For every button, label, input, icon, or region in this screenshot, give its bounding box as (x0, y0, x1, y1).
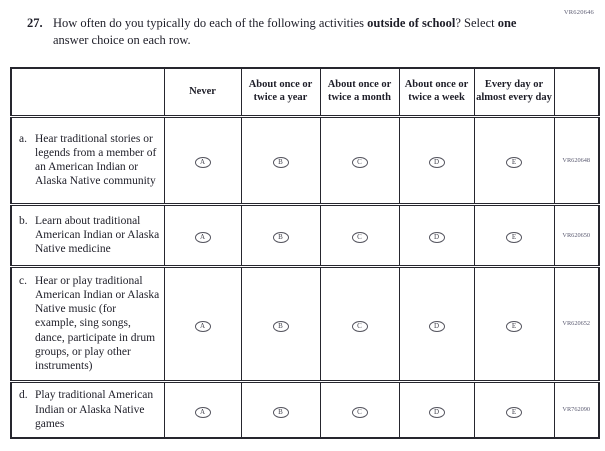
row-text: Play traditional American Indian or Alas… (35, 389, 154, 430)
answer-bubble-e[interactable]: E (506, 406, 522, 418)
choice-cell-year: B (240, 379, 320, 438)
answer-bubble-a[interactable]: A (194, 157, 211, 168)
choice-cell-month: C (319, 264, 399, 381)
answer-bubble-c[interactable]: C (351, 232, 368, 243)
choice-cell-year: B (240, 264, 320, 381)
row-text: Hear traditional stories or legends from… (35, 132, 157, 188)
choice-cell-month: C (319, 379, 399, 438)
row-letter: a. (19, 132, 27, 145)
choice-cell-week: D (398, 264, 474, 381)
choice-cell-never: A (163, 379, 241, 438)
answer-bubble-e[interactable]: E (506, 320, 522, 332)
column-header-never: Never (163, 68, 241, 116)
question-number: 27. (27, 16, 43, 30)
question-text-segment: How often do you typically do each of th… (53, 16, 368, 30)
column-header-once-twice-month: About once or twice a month (319, 68, 399, 116)
row-letter: b. (19, 214, 28, 227)
choice-cell-week: D (398, 202, 474, 266)
answer-bubble-b[interactable]: B (272, 157, 289, 168)
answer-bubble-b[interactable]: B (272, 406, 289, 418)
row-code: VR620652 (553, 264, 599, 381)
answer-bubble-a[interactable]: A (194, 406, 211, 418)
column-header-once-twice-week: About once or twice a week (398, 68, 474, 116)
choice-cell-month: C (319, 202, 399, 266)
row-code: VR620648 (553, 114, 599, 204)
table-row-d: d. Play traditional American Indian or A… (11, 379, 599, 438)
table-row-a: a. Hear traditional stories or legends f… (11, 114, 599, 204)
choice-cell-never: A (163, 202, 241, 266)
question: 27. How often do you typically do each o… (27, 15, 537, 49)
column-header-every-day: Every day or almost every day (473, 68, 554, 116)
row-text: Learn about traditional American Indian … (35, 214, 160, 256)
column-header-blank (11, 68, 164, 116)
header-row: Never About once or twice a year About o… (11, 68, 599, 116)
choice-cell-week: D (398, 114, 474, 204)
answer-bubble-e[interactable]: E (506, 157, 522, 168)
question-text: How often do you typically do each of th… (53, 15, 537, 49)
choice-cell-everyday: E (473, 379, 554, 438)
form-code: VR620646 (563, 9, 594, 16)
column-header-code-blank (553, 68, 599, 116)
answer-bubble-c[interactable]: C (351, 157, 368, 168)
choice-cell-everyday: E (473, 264, 554, 381)
choice-cell-everyday: E (473, 202, 554, 266)
column-header-once-twice-year: About once or twice a year (240, 68, 320, 116)
row-stem: d. Play traditional American Indian or A… (11, 379, 164, 438)
row-text: Hear or play traditional American Indian… (35, 274, 160, 373)
answer-bubble-a[interactable]: A (194, 232, 211, 243)
answer-bubble-c[interactable]: C (351, 406, 368, 418)
choice-cell-month: C (319, 114, 399, 204)
row-letter: d. (19, 389, 28, 402)
answer-bubble-d[interactable]: D (428, 406, 445, 418)
answer-bubble-d[interactable]: D (428, 157, 445, 168)
row-letter: c. (19, 274, 27, 287)
answer-bubble-b[interactable]: B (272, 232, 289, 243)
choice-cell-never: A (163, 264, 241, 381)
frequency-matrix-table: Never About once or twice a year About o… (10, 67, 600, 439)
answer-bubble-b[interactable]: B (272, 320, 289, 332)
row-stem: c. Hear or play traditional American Ind… (11, 264, 164, 381)
question-text-segment: ? Select (455, 16, 498, 30)
table-row-b: b. Learn about traditional American Indi… (11, 202, 599, 266)
choice-cell-never: A (163, 114, 241, 204)
answer-bubble-a[interactable]: A (194, 320, 211, 332)
row-stem: a. Hear traditional stories or legends f… (11, 114, 164, 204)
row-code: VR762090 (553, 379, 599, 438)
choice-cell-year: B (240, 114, 320, 204)
answer-bubble-d[interactable]: D (428, 320, 445, 332)
answer-bubble-e[interactable]: E (506, 232, 522, 243)
choice-cell-year: B (240, 202, 320, 266)
question-bold-one: one (497, 16, 517, 30)
choice-cell-everyday: E (473, 114, 554, 204)
answer-bubble-c[interactable]: C (351, 320, 368, 332)
question-bold-outside-of-school: outside of school (367, 16, 456, 30)
question-text-segment: answer choice on each row. (53, 32, 191, 47)
answer-bubble-d[interactable]: D (428, 232, 445, 243)
table-row-c: c. Hear or play traditional American Ind… (11, 264, 599, 381)
choice-cell-week: D (398, 379, 474, 438)
row-code: VR620650 (553, 202, 599, 266)
row-stem: b. Learn about traditional American Indi… (11, 202, 164, 266)
